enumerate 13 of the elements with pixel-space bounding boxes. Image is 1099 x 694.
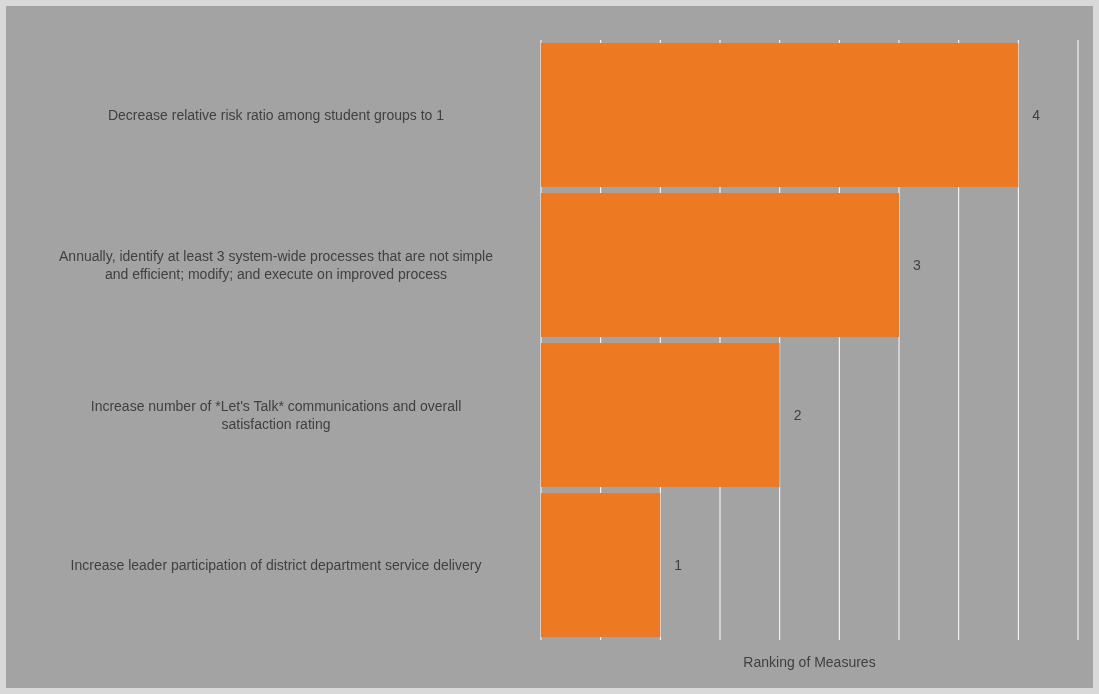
x-axis-title: Ranking of Measures [743, 654, 876, 670]
bar [541, 493, 661, 637]
bar [541, 43, 1019, 187]
data-label: 2 [793, 406, 802, 423]
data-label: 3 [913, 256, 921, 273]
y-tick-label: Increase number of *Let's Talk* communications and overall satisfaction rating [90, 397, 462, 432]
data-label: 4 [1032, 106, 1041, 123]
data-label: 1 [674, 556, 683, 573]
y-tick-label: Annually, identify at least 3 system-wide processes that are not simple and efficient; modify; and execute on improved process [59, 247, 494, 282]
bar [541, 193, 899, 337]
y-tick-label: Decrease relative risk ratio among student groups to 1 [107, 106, 445, 123]
y-tick-label: Increase leader participation of district department service delivery [70, 556, 482, 573]
bar [541, 343, 780, 487]
